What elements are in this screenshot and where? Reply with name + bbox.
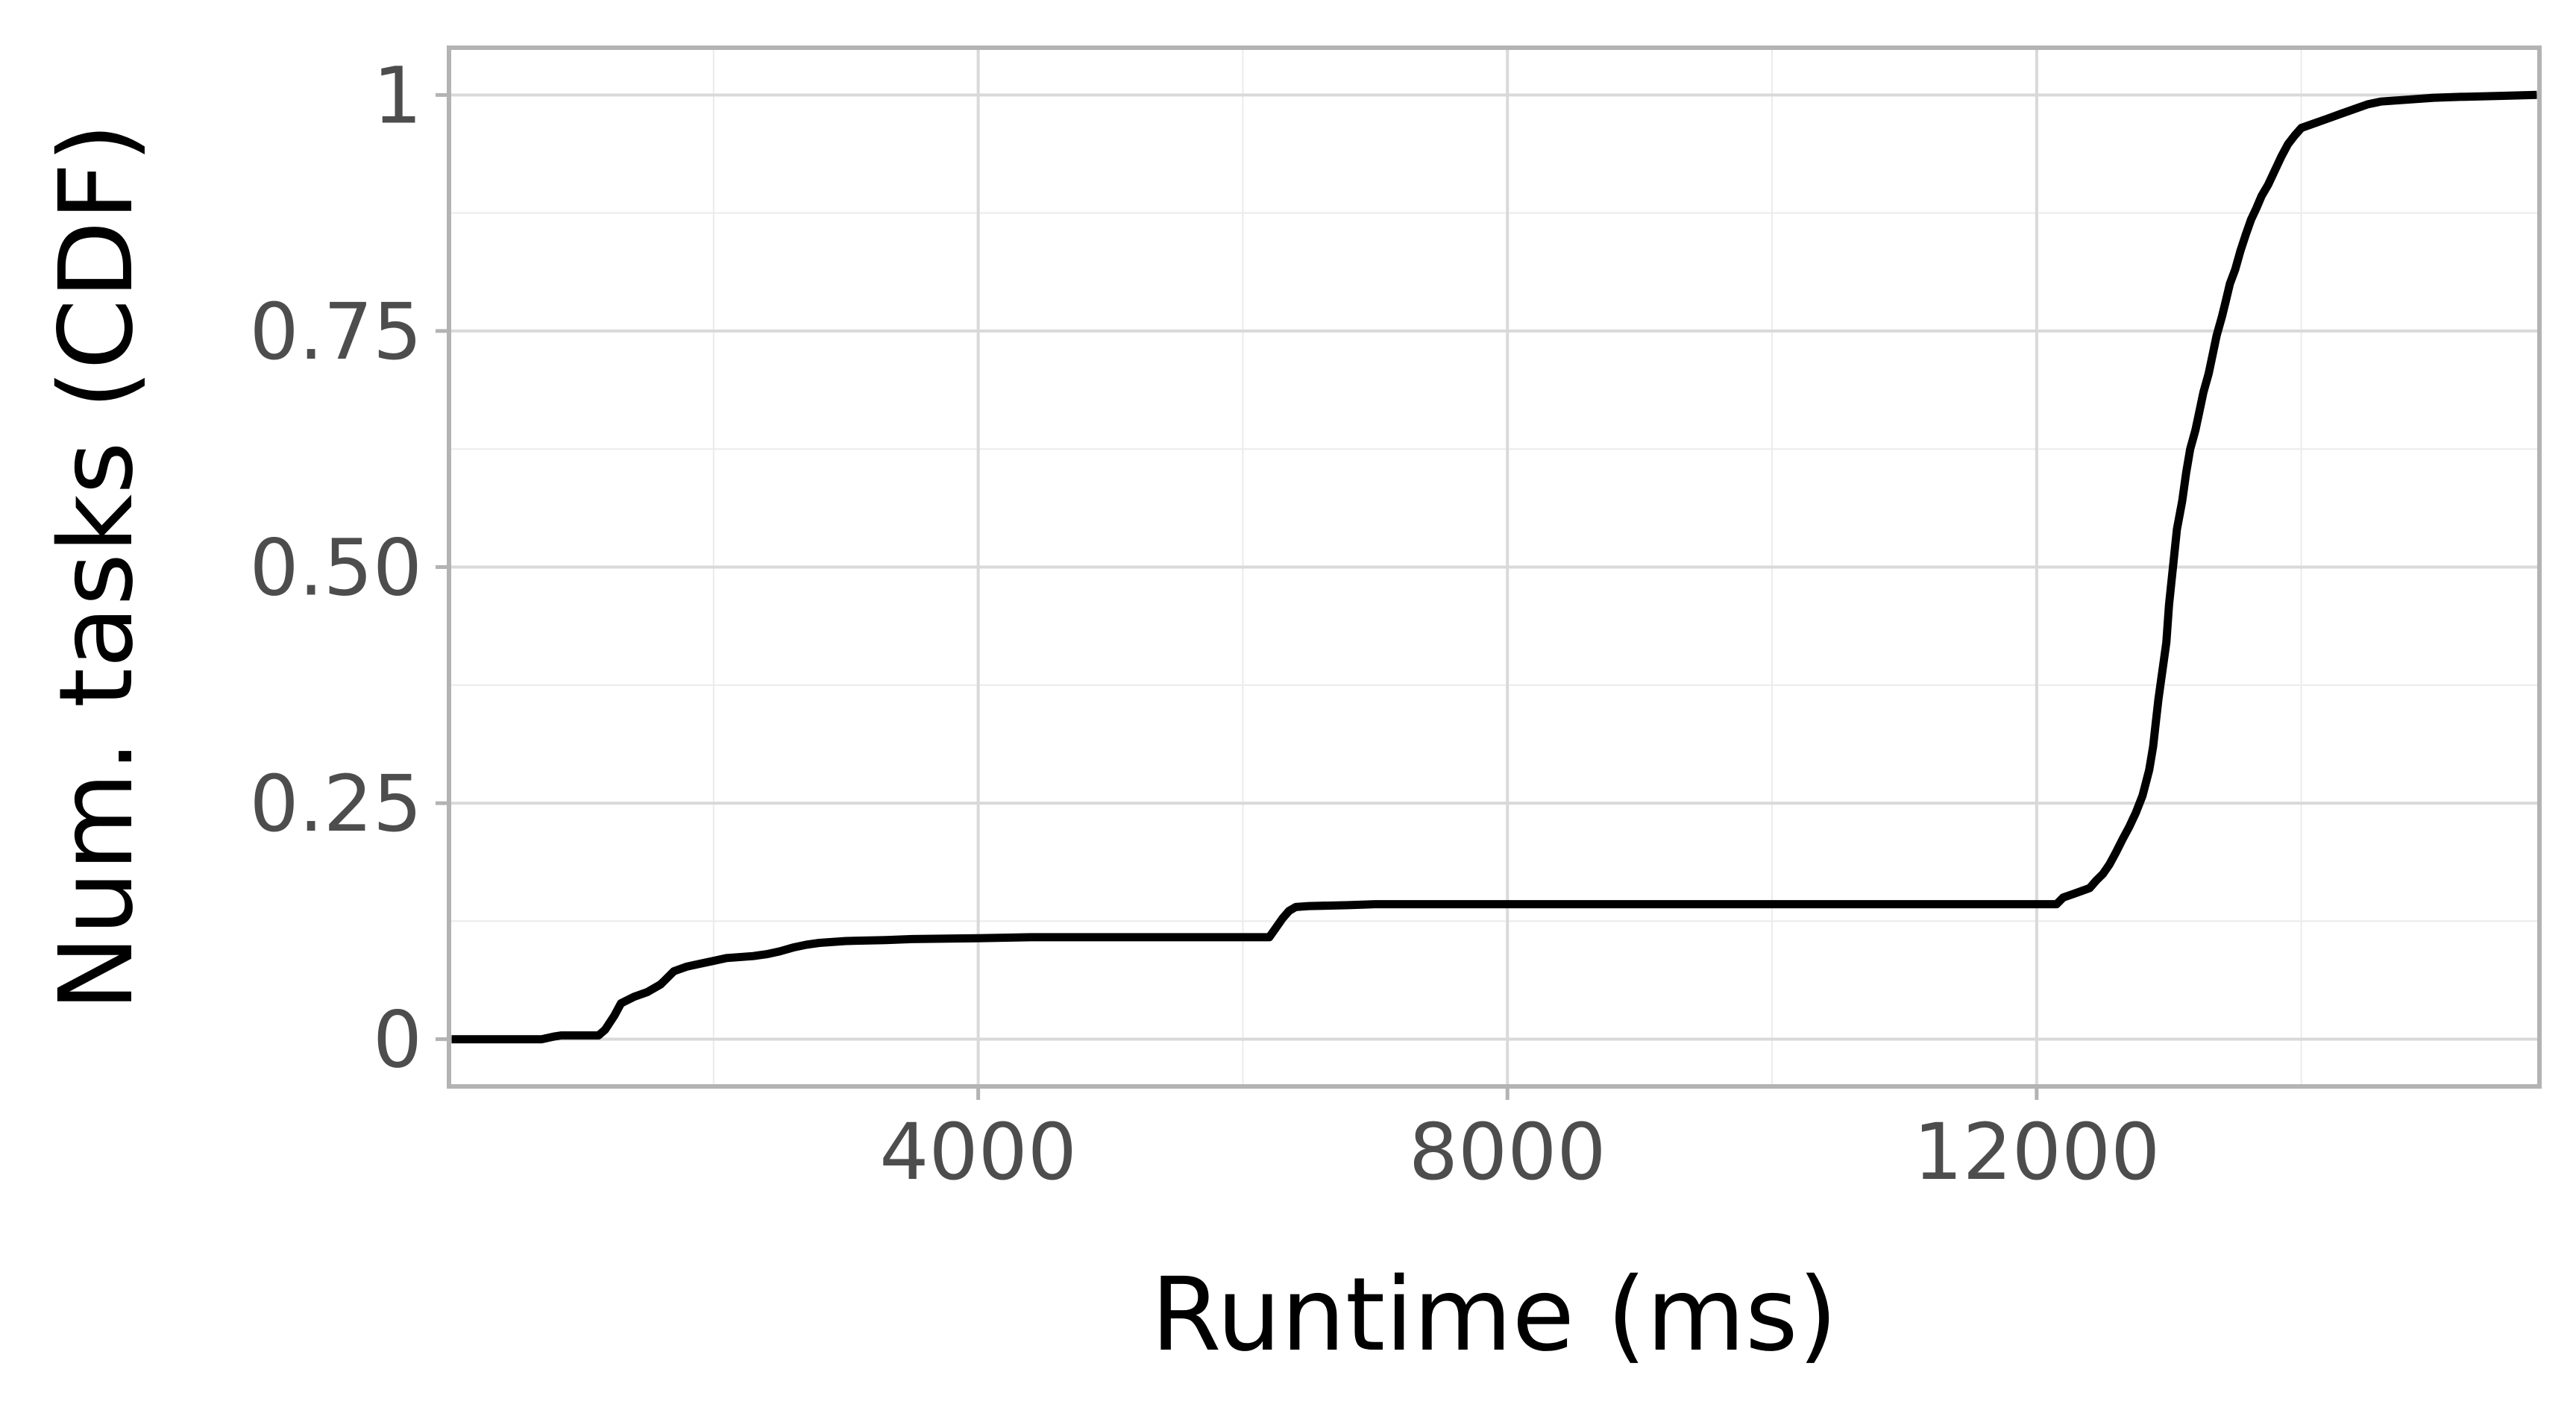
minor-gridlines: [449, 48, 2539, 1086]
x-axis-title: Runtime (ms): [1151, 1256, 1838, 1374]
y-axis-ticks: 0 0.25 0.50 0.75 1: [249, 50, 449, 1086]
y-tick-label: 0.25: [249, 758, 422, 849]
x-tick-label: 8000: [1409, 1107, 1606, 1198]
x-tick-label: 4000: [879, 1107, 1077, 1198]
y-tick-label: 0: [373, 995, 422, 1086]
major-gridlines: [449, 48, 2539, 1086]
y-tick-label: 0.75: [249, 286, 422, 377]
x-tick-label: 12000: [1913, 1107, 2160, 1198]
cdf-series-line: [451, 90, 2537, 1044]
y-tick-label: 1: [373, 50, 422, 141]
y-tick-label: 0.50: [249, 523, 422, 614]
x-axis-ticks: 4000 8000 12000: [879, 1086, 2160, 1198]
y-axis-title: Num. tasks (CDF): [38, 123, 156, 1011]
